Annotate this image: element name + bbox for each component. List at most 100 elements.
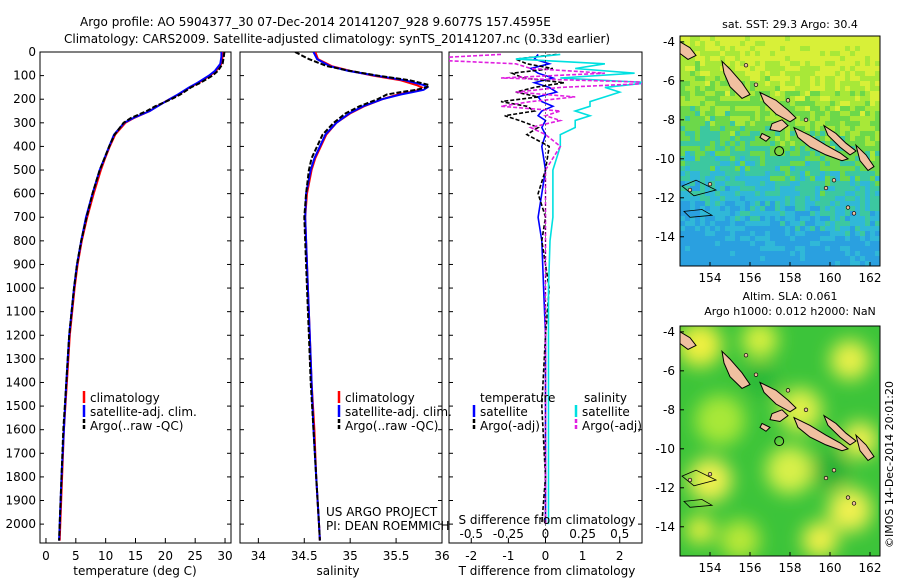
sst-cell: [735, 216, 741, 222]
sst-cell: [740, 96, 746, 102]
sst-cell: [685, 226, 691, 232]
sst-cell: [715, 201, 721, 207]
sst-cell: [680, 136, 686, 142]
sst-cell: [690, 146, 696, 152]
sst-cell: [700, 236, 706, 242]
sst-cell: [745, 166, 751, 172]
series-satellite-adj-clim-: [58, 52, 223, 541]
sst-cell: [750, 56, 756, 62]
sst-cell: [850, 46, 856, 52]
sst-cell: [710, 136, 716, 142]
sst-cell: [875, 166, 880, 172]
sst-cell: [835, 71, 841, 77]
sst-cell: [745, 156, 751, 162]
sst-cell: [780, 246, 786, 252]
sst-cell: [720, 46, 726, 52]
sst-cell: [745, 191, 751, 197]
sst-cell: [830, 66, 836, 72]
sst-cell: [725, 191, 731, 197]
sst-cell: [745, 206, 751, 212]
sst-cell: [755, 181, 761, 187]
sst-cell: [750, 81, 756, 87]
sst-cell: [695, 241, 701, 247]
sst-cell: [680, 246, 686, 252]
sst-cell: [715, 96, 721, 102]
sst-cell: [685, 86, 691, 92]
sst-cell: [770, 156, 776, 162]
sst-cell: [840, 171, 846, 177]
sst-cell: [815, 166, 821, 172]
legend-title-temperature: temperature: [480, 391, 555, 405]
sst-cell: [765, 76, 771, 82]
sst-cell: [695, 106, 701, 112]
sst-cell: [700, 141, 706, 147]
sst-cell: [720, 146, 726, 152]
sst-cell: [875, 41, 880, 47]
sst-cell: [795, 191, 801, 197]
sst-cell: [740, 171, 746, 177]
sst-cell: [755, 196, 761, 202]
sst-cell: [765, 141, 771, 147]
sst-cell: [860, 166, 866, 172]
sst-cell: [755, 121, 761, 127]
sst-cell: [690, 181, 696, 187]
sst-cell: [750, 86, 756, 92]
sst-cell: [685, 91, 691, 97]
sst-cell: [730, 246, 736, 252]
sst-cell: [745, 81, 751, 87]
sst-cell: [695, 86, 701, 92]
sst-cell: [720, 256, 726, 262]
sst-cell: [695, 146, 701, 152]
sst-cell: [770, 251, 776, 257]
sst-cell: [710, 226, 716, 232]
sst-cell: [820, 36, 826, 42]
sla-map: [680, 326, 880, 556]
sst-cell: [845, 126, 851, 132]
sst-cell: [740, 131, 746, 137]
sst-cell: [770, 111, 776, 117]
sst-cell: [815, 191, 821, 197]
sst-cell: [860, 146, 866, 152]
sst-cell: [850, 256, 856, 262]
sst-cell: [705, 101, 711, 107]
sst-cell: [795, 256, 801, 262]
sst-cell: [755, 36, 761, 42]
sst-cell: [810, 116, 816, 122]
sst-cell: [730, 156, 736, 162]
sst-cell: [865, 241, 871, 247]
sst-cell: [765, 256, 771, 262]
sst-cell: [790, 51, 796, 57]
sst-cell: [810, 241, 816, 247]
sst-cell: [800, 161, 806, 167]
legend-climatology: climatology: [90, 391, 160, 405]
y-tick-label: 1800: [5, 470, 36, 484]
sst-cell: [780, 156, 786, 162]
sst-cell: [845, 136, 851, 142]
sst-cell: [770, 226, 776, 232]
sst-cell: [800, 236, 806, 242]
sst-cell: [750, 251, 756, 257]
sst-cell: [690, 191, 696, 197]
sst-cell: [835, 116, 841, 122]
sst-cell: [735, 181, 741, 187]
sst-cell: [720, 106, 726, 112]
sst-cell: [700, 176, 706, 182]
sst-cell: [810, 171, 816, 177]
sst-cell: [770, 136, 776, 142]
sst-cell: [725, 91, 731, 97]
sst-cell: [780, 256, 786, 262]
sst-cell: [780, 136, 786, 142]
sst-cell: [850, 86, 856, 92]
sst-cell: [855, 196, 861, 202]
sst-cell: [685, 121, 691, 127]
sst-cell: [800, 151, 806, 157]
sst-cell: [805, 126, 811, 132]
sst-cell: [700, 91, 706, 97]
sst-cell: [760, 181, 766, 187]
sst-cell: [760, 201, 766, 207]
sst-cell: [710, 221, 716, 227]
sst-cell: [705, 76, 711, 82]
sst-cell: [790, 171, 796, 177]
sst-cell: [735, 41, 741, 47]
series-argo-raw-qc-: [58, 52, 226, 541]
